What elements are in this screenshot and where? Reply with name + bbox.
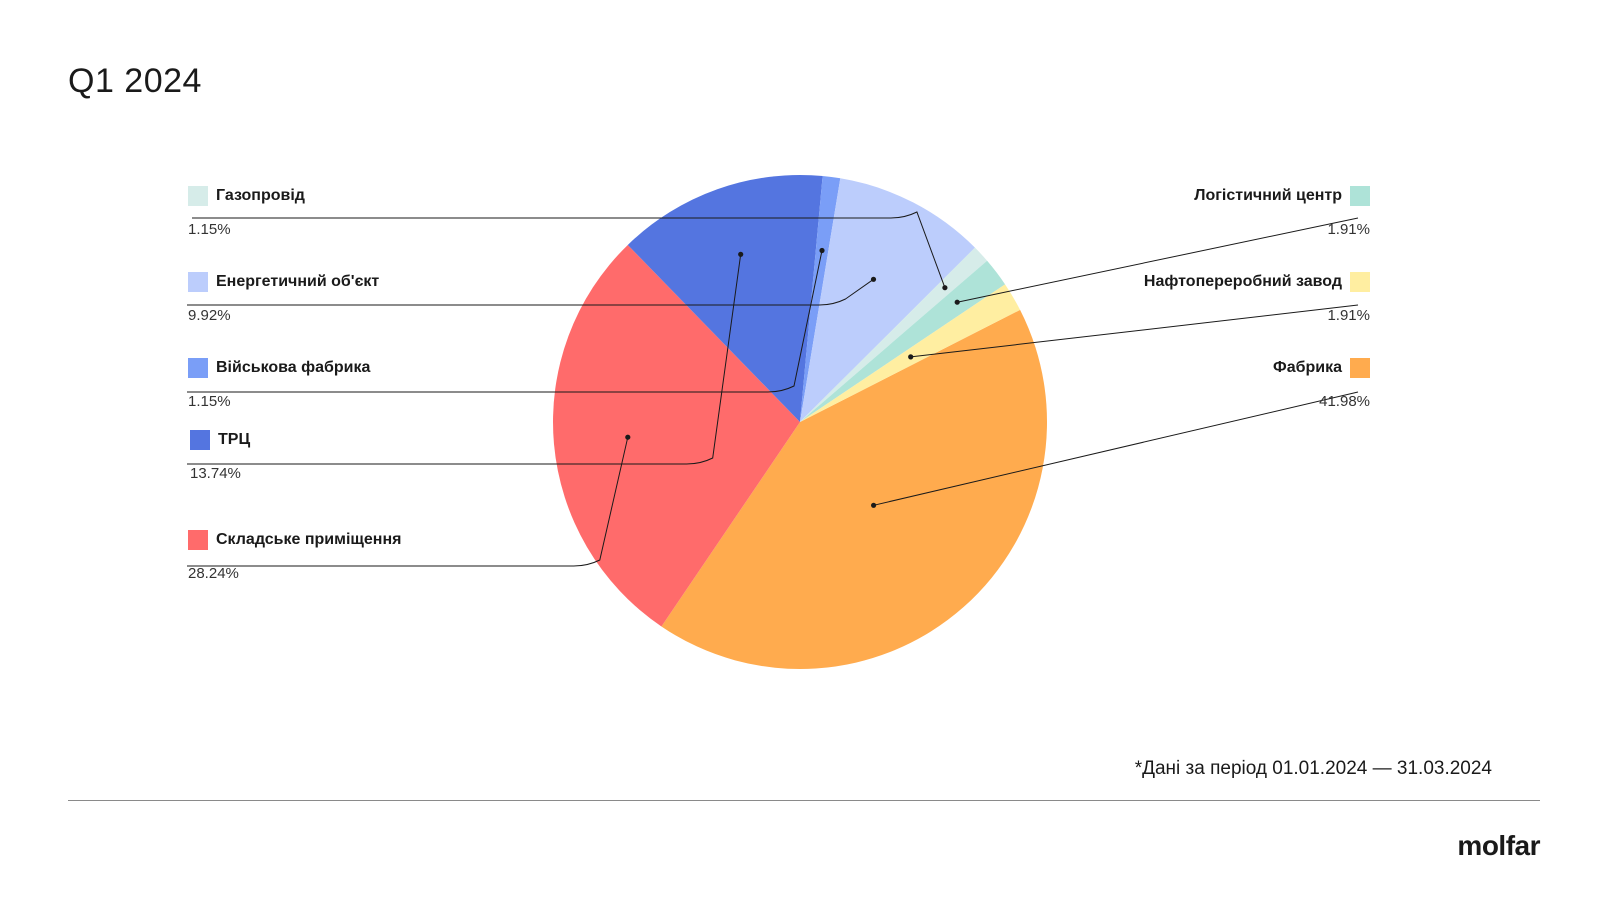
brand-logo: molfar [1457, 830, 1540, 861]
leader-line [954, 217, 1359, 305]
legend-label: Газопровід [216, 187, 305, 204]
legend-label: Складське приміщення [216, 531, 402, 548]
leader-line [192, 211, 948, 291]
legend-label: Нафтопереробний завод [1143, 273, 1342, 290]
legend-percent: 1.91% [1327, 307, 1370, 324]
legend-item-mall: ТРЦ 13.74% [190, 429, 510, 482]
pie-slice [661, 309, 1048, 670]
pie-slice [800, 284, 1021, 422]
legend-item-factory: Фабрика 41.98% [1050, 357, 1370, 410]
legend-item-energy-object: Енергетичний об'єкт 9.92% [188, 271, 508, 324]
date-range-footnote: *Дані за період 01.01.2024 — 31.03.2024 [1134, 758, 1492, 779]
legend-swatch [190, 430, 210, 450]
legend-swatch [1350, 358, 1370, 378]
leader-line [908, 304, 1359, 360]
footer-divider [68, 800, 1540, 801]
legend-percent: 1.15% [188, 221, 231, 238]
legend-item-oil-refinery: Нафтопереробний завод 1.91% [1050, 271, 1370, 324]
pie-slice [553, 244, 800, 627]
legend-item-gasoprovid: Газопровід 1.15% [188, 185, 508, 238]
legend-percent: 28.24% [188, 565, 239, 582]
legend-item-logistics-center: Логістичний центр 1.91% [1050, 185, 1370, 238]
legend-label: ТРЦ [218, 431, 251, 448]
legend-percent: 1.91% [1327, 221, 1370, 238]
pie-slice [800, 247, 988, 422]
legend-swatch [188, 186, 208, 206]
legend-swatch [188, 358, 208, 378]
legend-percent: 1.15% [188, 393, 231, 410]
leader-line [187, 276, 877, 306]
legend-label: Логістичний центр [1194, 187, 1342, 204]
page-title: Q1 2024 [68, 62, 202, 100]
legend-percent: 9.92% [188, 307, 231, 324]
legend-percent: 13.74% [190, 465, 241, 482]
legend-label: Фабрика [1273, 359, 1342, 376]
legend-item-military-factory: Військова фабрика 1.15% [188, 357, 508, 410]
leader-line [187, 247, 825, 393]
pie-slice [800, 176, 841, 422]
pie-slice [800, 178, 975, 422]
leader-line [187, 251, 744, 465]
legend-swatch [1350, 186, 1370, 206]
leader-line [871, 391, 1359, 508]
legend-item-warehouse: Складське приміщення 28.24% [188, 529, 508, 582]
legend-label: Енергетичний об'єкт [216, 273, 380, 290]
legend-swatch [1350, 272, 1370, 292]
pie-slice [800, 260, 1006, 422]
legend-percent: 41.98% [1319, 393, 1370, 410]
legend-label: Військова фабрика [216, 359, 371, 376]
leader-line [187, 434, 631, 567]
legend-swatch [188, 530, 208, 550]
legend-swatch [188, 272, 208, 292]
pie-slice [627, 175, 823, 422]
